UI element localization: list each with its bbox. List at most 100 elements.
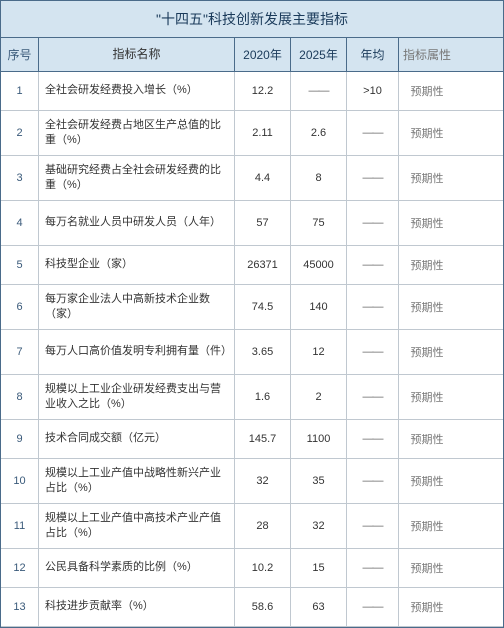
- cell-attr: 预期性: [399, 504, 455, 548]
- cell-name: 规模以上工业企业研发经费支出与营业收入之比（%）: [39, 375, 235, 419]
- table-body: 1全社会研发经费投入增长（%）12.2——>10预期性2全社会研发经费占地区生产…: [1, 72, 503, 627]
- cell-2020: 58.6: [235, 588, 291, 626]
- cell-avg: ——: [347, 156, 399, 200]
- cell-2025: 45000: [291, 246, 347, 284]
- table-row: 5科技型企业（家）2637145000——预期性: [1, 246, 503, 285]
- cell-name: 科技型企业（家）: [39, 246, 235, 284]
- cell-2020: 4.4: [235, 156, 291, 200]
- table-row: 8规模以上工业企业研发经费支出与营业收入之比（%）1.62——预期性: [1, 375, 503, 420]
- table-row: 11规模以上工业产值中高技术产业产值占比（%）2832——预期性: [1, 504, 503, 549]
- cell-name: 科技进步贡献率（%）: [39, 588, 235, 626]
- cell-2025: ——: [291, 72, 347, 110]
- cell-2025: 75: [291, 201, 347, 245]
- cell-2020: 26371: [235, 246, 291, 284]
- table-row: 12公民具备科学素质的比例（%）10.215——预期性: [1, 549, 503, 588]
- header-2020: 2020年: [235, 38, 291, 71]
- cell-num: 10: [1, 459, 39, 503]
- cell-2025: 32: [291, 504, 347, 548]
- cell-avg: ——: [347, 459, 399, 503]
- cell-2020: 12.2: [235, 72, 291, 110]
- cell-name: 每万家企业法人中高新技术企业数（家）: [39, 285, 235, 329]
- header-avg: 年均: [347, 38, 399, 71]
- cell-name: 全社会研发经费投入增长（%）: [39, 72, 235, 110]
- cell-attr: 预期性: [399, 459, 455, 503]
- cell-name: 公民具备科学素质的比例（%）: [39, 549, 235, 587]
- cell-avg: >10: [347, 72, 399, 110]
- cell-attr: 预期性: [399, 285, 455, 329]
- table-row: 3基础研究经费占全社会研发经费的比重（%）4.48——预期性: [1, 156, 503, 201]
- header-attr: 指标属性: [399, 38, 455, 71]
- cell-2020: 74.5: [235, 285, 291, 329]
- cell-num: 9: [1, 420, 39, 458]
- cell-2020: 32: [235, 459, 291, 503]
- cell-2020: 57: [235, 201, 291, 245]
- cell-name: 规模以上工业产值中高技术产业产值占比（%）: [39, 504, 235, 548]
- indicators-table: "十四五"科技创新发展主要指标 序号 指标名称 2020年 2025年 年均 指…: [0, 0, 504, 628]
- cell-num: 11: [1, 504, 39, 548]
- cell-num: 5: [1, 246, 39, 284]
- cell-2025: 12: [291, 330, 347, 374]
- cell-2025: 1100: [291, 420, 347, 458]
- cell-attr: 预期性: [399, 111, 455, 155]
- cell-num: 13: [1, 588, 39, 626]
- cell-name: 规模以上工业产值中战略性新兴产业占比（%）: [39, 459, 235, 503]
- cell-2025: 63: [291, 588, 347, 626]
- table-row: 1全社会研发经费投入增长（%）12.2——>10预期性: [1, 72, 503, 111]
- cell-avg: ——: [347, 246, 399, 284]
- table-title: "十四五"科技创新发展主要指标: [1, 1, 503, 38]
- table-row: 2全社会研发经费占地区生产总值的比重（%）2.112.6——预期性: [1, 111, 503, 156]
- header-name: 指标名称: [39, 38, 235, 71]
- cell-attr: 预期性: [399, 246, 455, 284]
- cell-avg: ——: [347, 504, 399, 548]
- table-header-row: 序号 指标名称 2020年 2025年 年均 指标属性: [1, 38, 503, 72]
- cell-num: 8: [1, 375, 39, 419]
- cell-num: 12: [1, 549, 39, 587]
- cell-attr: 预期性: [399, 420, 455, 458]
- cell-2025: 15: [291, 549, 347, 587]
- cell-2020: 2.11: [235, 111, 291, 155]
- table-row: 10规模以上工业产值中战略性新兴产业占比（%）3235——预期性: [1, 459, 503, 504]
- cell-num: 3: [1, 156, 39, 200]
- cell-2020: 3.65: [235, 330, 291, 374]
- header-num: 序号: [1, 38, 39, 71]
- cell-avg: ——: [347, 111, 399, 155]
- cell-num: 2: [1, 111, 39, 155]
- cell-num: 6: [1, 285, 39, 329]
- cell-avg: ——: [347, 549, 399, 587]
- table-row: 9技术合同成交额（亿元）145.71100——预期性: [1, 420, 503, 459]
- table-row: 13科技进步贡献率（%）58.663——预期性: [1, 588, 503, 627]
- table-row: 7每万人口高价值发明专利拥有量（件）3.6512——预期性: [1, 330, 503, 375]
- cell-2025: 8: [291, 156, 347, 200]
- cell-name: 每万名就业人员中研发人员（人年）: [39, 201, 235, 245]
- cell-name: 基础研究经费占全社会研发经费的比重（%）: [39, 156, 235, 200]
- cell-2020: 28: [235, 504, 291, 548]
- cell-attr: 预期性: [399, 549, 455, 587]
- header-2025: 2025年: [291, 38, 347, 71]
- cell-attr: 预期性: [399, 72, 455, 110]
- cell-avg: ——: [347, 285, 399, 329]
- table-row: 4每万名就业人员中研发人员（人年）5775——预期性: [1, 201, 503, 246]
- cell-attr: 预期性: [399, 156, 455, 200]
- cell-avg: ——: [347, 588, 399, 626]
- cell-avg: ——: [347, 201, 399, 245]
- cell-attr: 预期性: [399, 330, 455, 374]
- table-row: 6每万家企业法人中高新技术企业数（家）74.5140——预期性: [1, 285, 503, 330]
- cell-avg: ——: [347, 375, 399, 419]
- cell-avg: ——: [347, 420, 399, 458]
- cell-2025: 2: [291, 375, 347, 419]
- cell-num: 7: [1, 330, 39, 374]
- cell-name: 每万人口高价值发明专利拥有量（件）: [39, 330, 235, 374]
- cell-2020: 1.6: [235, 375, 291, 419]
- cell-name: 技术合同成交额（亿元）: [39, 420, 235, 458]
- cell-name: 全社会研发经费占地区生产总值的比重（%）: [39, 111, 235, 155]
- cell-attr: 预期性: [399, 588, 455, 626]
- cell-2025: 35: [291, 459, 347, 503]
- cell-2025: 2.6: [291, 111, 347, 155]
- cell-2020: 10.2: [235, 549, 291, 587]
- cell-num: 4: [1, 201, 39, 245]
- cell-2020: 145.7: [235, 420, 291, 458]
- cell-avg: ——: [347, 330, 399, 374]
- cell-2025: 140: [291, 285, 347, 329]
- cell-attr: 预期性: [399, 375, 455, 419]
- cell-num: 1: [1, 72, 39, 110]
